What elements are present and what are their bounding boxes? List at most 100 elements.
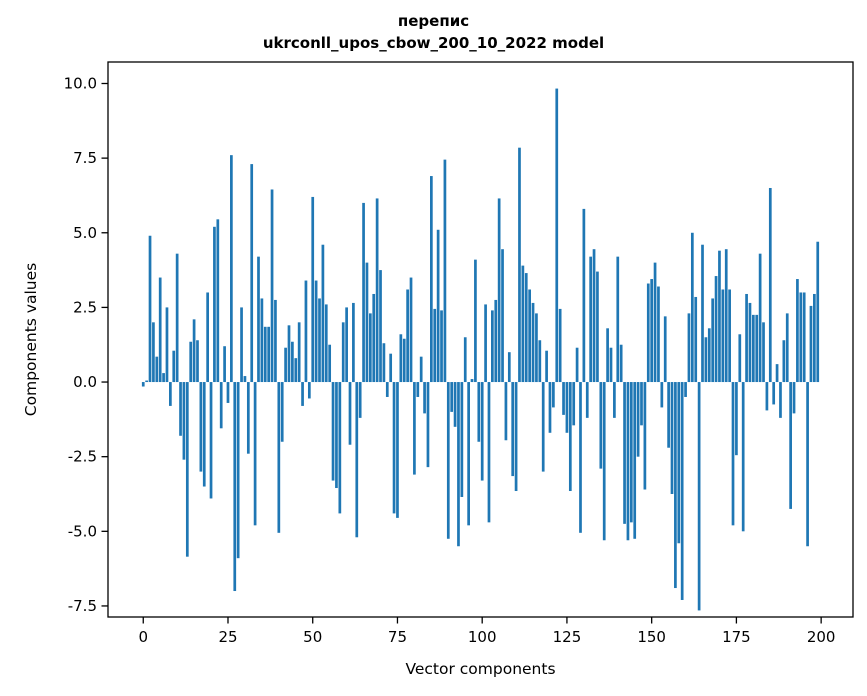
bar [382, 343, 386, 383]
bar [372, 293, 376, 383]
bar [189, 341, 193, 383]
bar [413, 382, 416, 475]
bar [216, 219, 220, 383]
bar [338, 382, 342, 514]
bar [751, 314, 755, 383]
bar [158, 277, 162, 383]
bar [328, 344, 332, 383]
y-tick-label: 10.0 [64, 75, 97, 93]
bar [358, 382, 362, 418]
bar [263, 326, 267, 383]
bar [324, 304, 328, 383]
x-tick-label: 150 [637, 628, 666, 646]
bar [430, 176, 433, 383]
bar [816, 241, 820, 383]
bar [436, 229, 440, 383]
bar [535, 313, 538, 383]
bar [565, 382, 569, 433]
bar [684, 382, 687, 397]
bar [731, 382, 735, 526]
bar [518, 147, 521, 383]
bar [179, 382, 182, 436]
bar [738, 334, 742, 383]
bar [494, 299, 498, 383]
bar [616, 256, 620, 383]
x-tick-label: 100 [468, 628, 497, 646]
bar [301, 382, 304, 406]
bar [314, 280, 318, 383]
bar [677, 382, 681, 544]
plot-frame [107, 61, 854, 618]
bar [592, 249, 596, 383]
bar [375, 198, 379, 383]
bar [162, 373, 165, 383]
bar [802, 292, 806, 383]
bar [348, 382, 352, 445]
bar [213, 226, 216, 383]
bar [257, 256, 260, 383]
bar [267, 326, 271, 383]
bar [307, 382, 311, 399]
bar [690, 232, 694, 383]
x-axis-label: Vector components [405, 660, 555, 678]
bar [365, 262, 369, 383]
bar [321, 244, 325, 383]
bar [399, 334, 403, 383]
bar [511, 382, 515, 477]
bar [477, 382, 481, 442]
bar [433, 308, 437, 383]
bar [806, 382, 809, 547]
bar [555, 88, 559, 383]
bar [226, 382, 230, 403]
bar [789, 382, 792, 509]
bar [236, 382, 240, 559]
bar [707, 328, 711, 383]
bar [497, 198, 501, 383]
bar [562, 382, 565, 415]
bar [172, 350, 176, 383]
bar [253, 382, 257, 526]
bar [304, 280, 308, 383]
bar [667, 382, 670, 448]
bar [270, 189, 274, 383]
bar [758, 253, 762, 383]
bar [209, 382, 213, 499]
bar [402, 338, 406, 383]
bar [796, 279, 799, 383]
bar [589, 256, 593, 383]
bar [368, 313, 372, 383]
bar [487, 382, 491, 523]
bar [728, 289, 731, 383]
bar [538, 340, 542, 383]
bar [636, 382, 640, 457]
bar [741, 382, 745, 532]
bar [291, 341, 294, 383]
y-axis-label: Components values [22, 263, 40, 416]
bar [521, 265, 525, 383]
bar [409, 277, 413, 383]
bar [670, 382, 674, 494]
bar [480, 382, 484, 481]
bar [260, 298, 264, 383]
x-tick-label: 200 [807, 628, 836, 646]
bar [640, 382, 643, 426]
bar [768, 187, 772, 383]
y-tick-label: 0.0 [73, 373, 97, 391]
bar [531, 302, 535, 383]
bar [202, 382, 206, 487]
bar [674, 382, 677, 589]
bar [721, 289, 725, 383]
bar [453, 382, 457, 427]
bar [419, 356, 423, 383]
bar [467, 382, 470, 526]
y-tick-label: -7.5 [68, 597, 97, 615]
bar [141, 382, 145, 387]
bar [396, 382, 399, 518]
y-tick-label: 5.0 [73, 224, 97, 242]
bar [626, 382, 630, 541]
x-tick-label: 75 [388, 628, 407, 646]
x-tick-label: 0 [138, 628, 148, 646]
bar [663, 316, 667, 383]
